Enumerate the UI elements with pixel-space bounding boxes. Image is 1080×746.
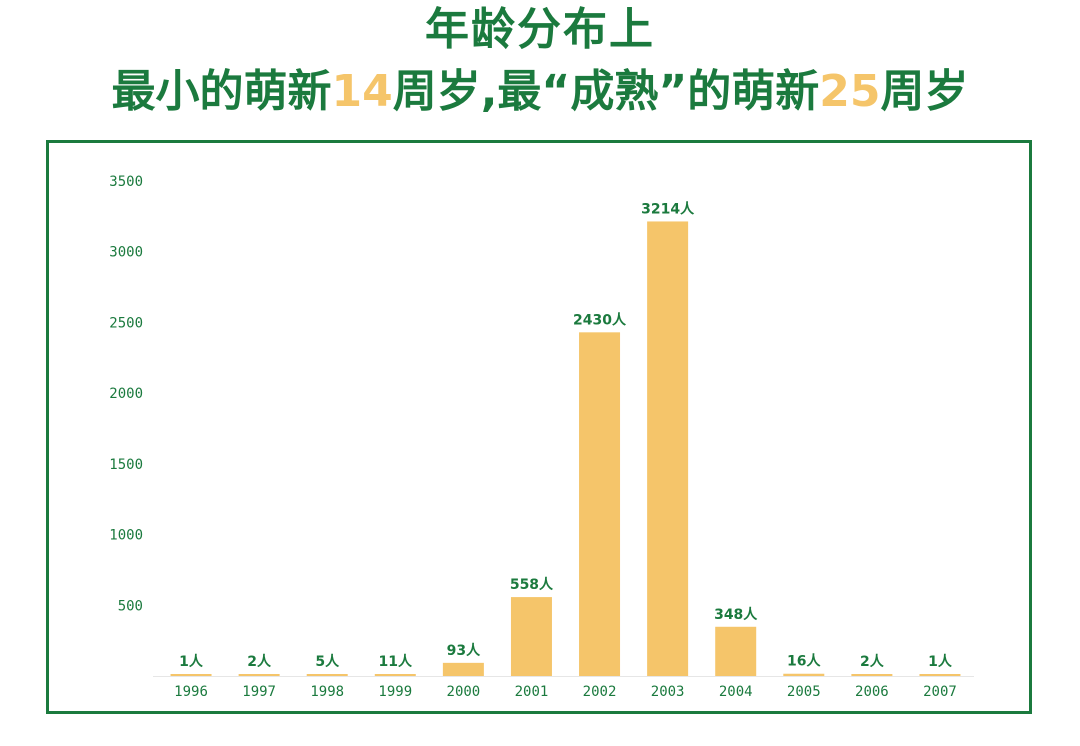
subtitle-highlight-number: 14	[331, 66, 393, 117]
x-tick-label: 2000	[447, 684, 481, 700]
x-tick-label: 2002	[583, 684, 617, 700]
data-label: 16人	[787, 653, 821, 670]
subtitle-text: 周岁	[880, 66, 969, 117]
data-label: 1人	[928, 653, 953, 670]
x-tick-label: 2004	[719, 684, 753, 700]
page-subtitle: 最小的萌新14周岁,最“成熟”的萌新25周岁	[0, 62, 1080, 122]
x-tick-label: 2007	[923, 684, 957, 700]
subtitle-highlight-number: 25	[819, 66, 881, 117]
bar	[170, 674, 212, 676]
y-tick-label: 3000	[109, 245, 143, 261]
y-tick-label: 3500	[109, 174, 143, 190]
bar	[647, 221, 689, 676]
data-label: 2人	[860, 653, 885, 670]
x-tick-label: 1997	[242, 684, 276, 700]
data-label: 3214人	[641, 200, 695, 217]
x-tick-label: 1998	[310, 684, 344, 700]
bar	[715, 626, 757, 676]
y-tick-label: 500	[118, 598, 143, 614]
subtitle-text: 最小的萌新	[111, 66, 332, 117]
bar	[579, 332, 621, 676]
data-label: 2430人	[573, 311, 627, 328]
y-tick-label: 1000	[109, 528, 143, 544]
data-label: 93人	[447, 642, 481, 659]
data-label: 11人	[379, 653, 413, 670]
y-tick-label: 1500	[109, 457, 143, 473]
bar	[442, 662, 484, 676]
bar	[510, 597, 552, 676]
data-label: 5人	[315, 653, 340, 670]
page-title: 年龄分布上	[425, 4, 655, 55]
data-label: 558人	[510, 576, 554, 593]
x-tick-label: 1996	[174, 684, 208, 700]
bar-chart: 500 1000 1500 2000 2500 3000 3500 1人 1996 2人 1997 5…	[109, 174, 974, 700]
y-tick-label: 2500	[109, 315, 143, 331]
x-tick-label: 2006	[855, 684, 889, 700]
data-label: 2人	[247, 653, 272, 670]
bar	[919, 674, 961, 676]
chart-frame: 500 1000 1500 2000 2500 3000 3500 1人 1996 2人 1997 5…	[46, 140, 1032, 714]
data-label: 1人	[179, 653, 204, 670]
x-tick-label: 2005	[787, 684, 821, 700]
x-tick-label: 2003	[651, 684, 685, 700]
bar	[238, 674, 280, 676]
bar	[851, 674, 893, 676]
subtitle-text: 周岁,最“成熟”的萌新	[392, 66, 820, 117]
data-label: 348人	[714, 606, 758, 623]
x-tick-label: 1999	[378, 684, 412, 700]
x-tick-label: 2001	[515, 684, 549, 700]
bar	[374, 674, 416, 676]
bar	[783, 673, 825, 676]
bar	[306, 674, 348, 676]
y-tick-label: 2000	[109, 386, 143, 402]
